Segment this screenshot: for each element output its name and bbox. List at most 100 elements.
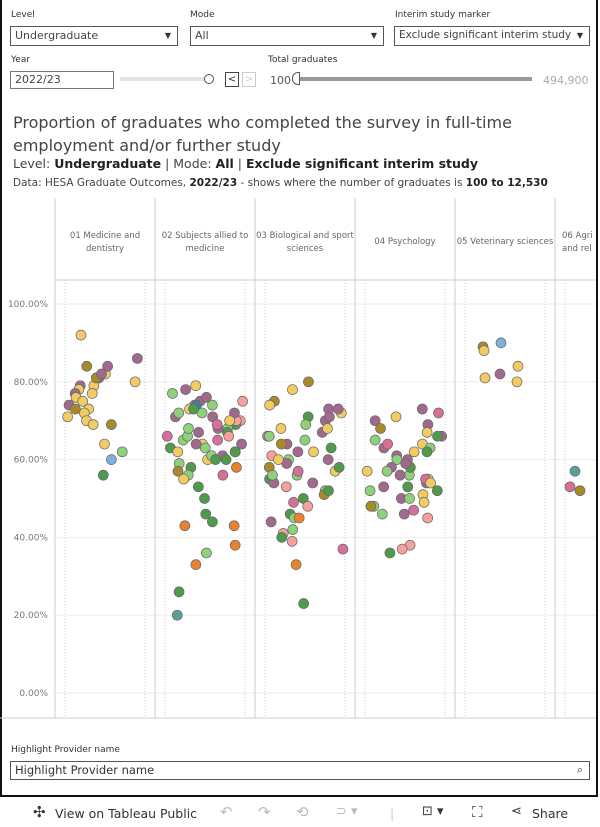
data-point[interactable] bbox=[267, 469, 278, 481]
data-point[interactable] bbox=[332, 403, 344, 415]
data-point[interactable] bbox=[408, 504, 419, 516]
year-input[interactable]: 2022/23 bbox=[10, 71, 114, 89]
data-point[interactable] bbox=[322, 423, 333, 434]
data-point[interactable] bbox=[574, 485, 586, 497]
data-point[interactable] bbox=[478, 345, 490, 357]
share-button[interactable]: Share bbox=[532, 806, 569, 821]
data-point[interactable] bbox=[223, 430, 235, 442]
data-point[interactable] bbox=[569, 465, 581, 477]
interim-dropdown[interactable]: Exclude significant interim study ▼ bbox=[394, 26, 590, 46]
revert-icon[interactable]: ⟲ bbox=[296, 803, 309, 821]
data-point[interactable] bbox=[376, 508, 388, 520]
data-point[interactable] bbox=[212, 434, 223, 446]
highlight-provider-input[interactable]: Highlight Provider name ⌕ bbox=[10, 761, 590, 780]
data-point[interactable] bbox=[408, 446, 420, 458]
data-point[interactable] bbox=[97, 469, 109, 481]
data-point[interactable] bbox=[421, 427, 433, 438]
total-min-handle[interactable] bbox=[292, 72, 300, 85]
data-point[interactable] bbox=[102, 360, 113, 372]
data-point[interactable] bbox=[193, 427, 204, 438]
data-point[interactable] bbox=[229, 539, 241, 551]
data-point[interactable] bbox=[381, 465, 393, 477]
data-point[interactable] bbox=[276, 532, 288, 543]
data-point[interactable] bbox=[190, 559, 202, 570]
year-slider[interactable] bbox=[120, 77, 210, 81]
data-point[interactable] bbox=[512, 360, 524, 372]
fullscreen-icon[interactable]: ⛶ bbox=[472, 803, 483, 821]
data-point[interactable] bbox=[179, 520, 191, 532]
data-point[interactable] bbox=[337, 543, 349, 555]
data-point[interactable] bbox=[384, 547, 396, 559]
data-point[interactable] bbox=[263, 430, 275, 442]
total-graduates-slider[interactable] bbox=[296, 77, 532, 81]
data-point[interactable] bbox=[323, 485, 334, 497]
data-point[interactable] bbox=[286, 535, 298, 547]
data-point[interactable] bbox=[106, 454, 117, 465]
data-point[interactable] bbox=[167, 388, 178, 399]
data-point[interactable] bbox=[171, 609, 183, 621]
data-point[interactable] bbox=[324, 411, 335, 423]
data-point[interactable] bbox=[190, 380, 202, 392]
data-point[interactable] bbox=[298, 598, 310, 609]
data-point[interactable] bbox=[375, 423, 386, 434]
data-point[interactable] bbox=[418, 497, 430, 508]
data-point[interactable] bbox=[422, 512, 434, 524]
redo-icon[interactable]: ↷ bbox=[258, 803, 271, 821]
data-point[interactable] bbox=[229, 407, 240, 419]
data-point[interactable] bbox=[511, 376, 523, 388]
data-point[interactable] bbox=[173, 407, 185, 419]
data-point[interactable] bbox=[180, 384, 191, 395]
data-point[interactable] bbox=[200, 508, 212, 520]
data-point[interactable] bbox=[293, 512, 305, 524]
data-point[interactable] bbox=[172, 465, 184, 477]
data-point[interactable] bbox=[416, 403, 428, 415]
data-point[interactable] bbox=[307, 477, 319, 489]
data-point[interactable] bbox=[217, 469, 229, 481]
download-icon[interactable]: ⊡ ▾ bbox=[422, 804, 444, 819]
data-point[interactable] bbox=[199, 493, 210, 504]
data-point[interactable] bbox=[62, 411, 73, 423]
data-point[interactable] bbox=[287, 524, 299, 535]
data-point[interactable] bbox=[382, 438, 393, 450]
mode-dropdown[interactable]: All ▼ bbox=[190, 26, 384, 46]
data-point[interactable] bbox=[369, 434, 381, 446]
data-point[interactable] bbox=[396, 543, 408, 555]
data-point[interactable] bbox=[390, 411, 402, 423]
data-point[interactable] bbox=[421, 446, 433, 458]
data-point[interactable] bbox=[183, 423, 194, 434]
data-point[interactable] bbox=[188, 403, 199, 415]
data-point[interactable] bbox=[220, 454, 232, 465]
data-point[interactable] bbox=[275, 423, 287, 434]
data-point[interactable] bbox=[308, 446, 319, 458]
data-point[interactable] bbox=[325, 442, 337, 454]
data-point[interactable] bbox=[302, 500, 314, 512]
data-point[interactable] bbox=[364, 485, 376, 497]
data-point[interactable] bbox=[322, 454, 334, 465]
data-point[interactable] bbox=[400, 458, 412, 469]
data-point[interactable] bbox=[207, 516, 218, 528]
data-point[interactable] bbox=[193, 481, 204, 493]
data-point[interactable] bbox=[105, 419, 117, 430]
data-point[interactable] bbox=[391, 454, 403, 465]
data-point[interactable] bbox=[495, 337, 507, 349]
data-point[interactable] bbox=[228, 520, 240, 532]
refresh-icon[interactable]: ⊃ ▾ bbox=[336, 804, 358, 819]
data-point[interactable] bbox=[404, 493, 415, 504]
data-point[interactable] bbox=[129, 376, 141, 388]
data-point[interactable] bbox=[303, 376, 314, 388]
data-point[interactable] bbox=[275, 438, 287, 450]
data-point[interactable] bbox=[132, 353, 143, 364]
data-point[interactable] bbox=[398, 508, 410, 520]
data-point[interactable] bbox=[292, 465, 304, 477]
data-point[interactable] bbox=[300, 419, 312, 430]
data-point[interactable] bbox=[333, 462, 345, 473]
data-point[interactable] bbox=[564, 481, 576, 493]
data-point[interactable] bbox=[201, 392, 212, 403]
data-point[interactable] bbox=[280, 481, 292, 493]
data-point[interactable] bbox=[87, 419, 99, 430]
data-point[interactable] bbox=[361, 465, 373, 477]
data-point[interactable] bbox=[402, 481, 414, 493]
next-year-button[interactable]: > bbox=[242, 72, 256, 87]
undo-icon[interactable]: ↶ bbox=[220, 803, 233, 821]
data-point[interactable] bbox=[77, 395, 89, 407]
